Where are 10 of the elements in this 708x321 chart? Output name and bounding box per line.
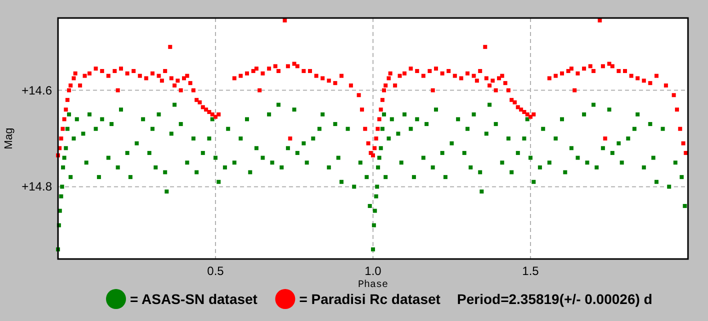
y-axis-title: Mag (3, 128, 15, 150)
x-tick-label: 1.5 (522, 264, 540, 278)
y-tick-label: +14.6 (22, 83, 52, 98)
x-tick-label: 0.5 (207, 264, 224, 278)
legend-label: = ASAS-SN dataset (130, 291, 258, 307)
legend-label: = Paradisi Rc dataset (299, 291, 441, 307)
text: Period=2.35819(+/- 0.00026) d (457, 291, 652, 307)
x-tick-label: 1.0 (364, 264, 382, 278)
y-tick-label: +14.8 (22, 180, 52, 194)
x-axis-title: Phase (358, 279, 388, 291)
